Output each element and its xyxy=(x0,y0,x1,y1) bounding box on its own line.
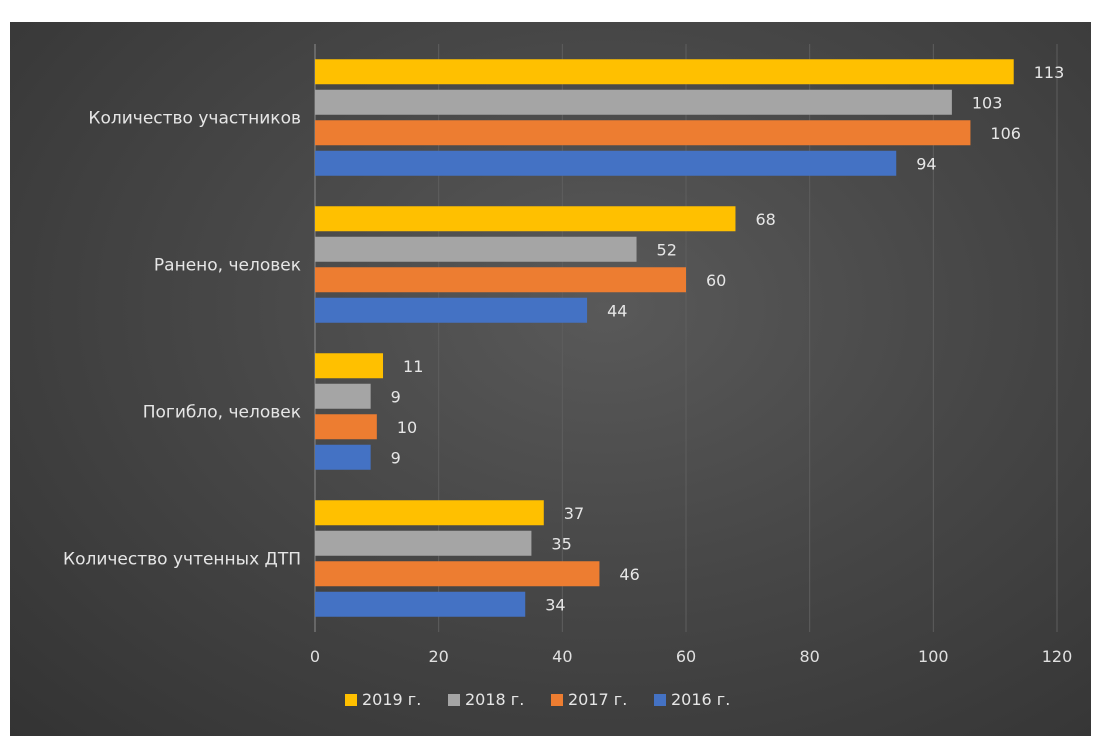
bar xyxy=(315,150,897,176)
legend-swatch xyxy=(551,694,563,706)
data-label: 46 xyxy=(619,565,639,584)
bar xyxy=(315,267,686,293)
data-label: 94 xyxy=(916,154,936,173)
category-label: Ранено, человек xyxy=(154,256,301,276)
chart-frame: 113 103 106 94 68 52 60 44 11 9 10 9 37 35 46 34 Количе… xyxy=(10,22,1091,736)
legend: 2019 г. 2018 г. 2017 г. 2016 г. xyxy=(345,690,730,709)
legend-label: 2019 г. xyxy=(362,690,421,709)
bar xyxy=(315,591,526,617)
x-tick-label: 80 xyxy=(799,647,819,666)
x-tick-label: 120 xyxy=(1042,647,1073,666)
x-tick-label: 20 xyxy=(428,647,448,666)
data-label: 10 xyxy=(397,418,417,437)
legend-label: 2018 г. xyxy=(465,690,524,709)
bar xyxy=(315,500,544,526)
category-labels: Количество участников Ранено, человек Поги… xyxy=(63,109,301,570)
bars xyxy=(315,59,1014,617)
data-label: 35 xyxy=(551,534,571,553)
data-label: 106 xyxy=(990,124,1021,143)
data-label: 103 xyxy=(972,93,1003,112)
bar xyxy=(315,383,371,409)
category-label: Погибло, человек xyxy=(143,403,301,423)
bar xyxy=(315,120,971,146)
legend-swatch xyxy=(345,694,357,706)
category-label: Количество учтенных ДТП xyxy=(63,550,301,570)
bar xyxy=(315,297,588,323)
x-axis-ticks: 0 20 40 60 80 100 120 xyxy=(310,647,1072,666)
data-label: 68 xyxy=(755,210,775,229)
legend-label: 2016 г. xyxy=(671,690,730,709)
bar xyxy=(315,561,600,587)
category-label: Количество участников xyxy=(88,109,301,129)
x-tick-label: 40 xyxy=(552,647,572,666)
bar xyxy=(315,414,377,440)
data-label: 37 xyxy=(564,504,584,523)
bar xyxy=(315,353,384,379)
bar xyxy=(315,530,532,556)
legend-label: 2017 г. xyxy=(568,690,627,709)
data-label: 9 xyxy=(391,448,401,467)
x-tick-label: 100 xyxy=(918,647,949,666)
data-label: 52 xyxy=(657,240,677,259)
data-label: 60 xyxy=(706,271,726,290)
bar xyxy=(315,444,371,470)
bar xyxy=(315,236,637,262)
x-tick-label: 60 xyxy=(676,647,696,666)
bar xyxy=(315,89,952,115)
x-tick-label: 0 xyxy=(310,647,320,666)
bar xyxy=(315,59,1014,85)
data-label: 9 xyxy=(391,387,401,406)
legend-swatch xyxy=(448,694,460,706)
data-label: 44 xyxy=(607,301,627,320)
legend-swatch xyxy=(654,694,666,706)
data-label: 11 xyxy=(403,357,423,376)
bar xyxy=(315,206,736,232)
data-label: 34 xyxy=(545,595,565,614)
data-label: 113 xyxy=(1034,63,1065,82)
